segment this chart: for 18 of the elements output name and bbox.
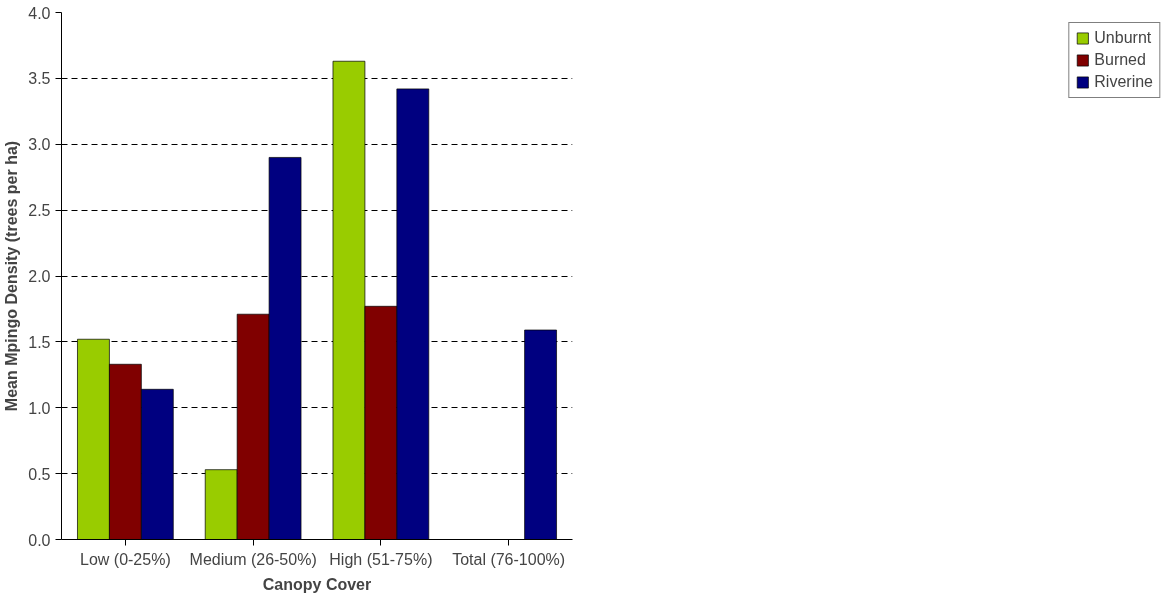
x-tick-label: Total (76-100%) xyxy=(452,550,566,568)
x-tick-label: Medium (26-50%) xyxy=(189,550,317,568)
y-tick-label: 0.0 xyxy=(28,531,51,549)
y-tick-label: 3.5 xyxy=(28,70,51,88)
x-tick-label: High (51-75%) xyxy=(329,550,433,568)
legend-label: Unburnt xyxy=(1094,29,1152,47)
y-tick-label: 4.0 xyxy=(28,4,51,22)
y-tick-label: 3.0 xyxy=(28,136,51,154)
y-tick-label: 1.0 xyxy=(28,399,51,417)
y-tick-label: 2.5 xyxy=(28,202,51,220)
x-tick-label: Low (0-25%) xyxy=(80,550,171,568)
y-tick-label: 0.5 xyxy=(28,465,51,483)
y-axis-title: Mean Mpingo Density (trees per ha) xyxy=(3,140,21,412)
legend-label: Riverine xyxy=(1094,73,1153,91)
y-tick-label: 2.0 xyxy=(28,268,51,285)
x-axis-title: Canopy Cover xyxy=(262,575,372,593)
y-tick-label: 1.5 xyxy=(28,333,51,351)
legend-label: Burned xyxy=(1094,51,1146,69)
